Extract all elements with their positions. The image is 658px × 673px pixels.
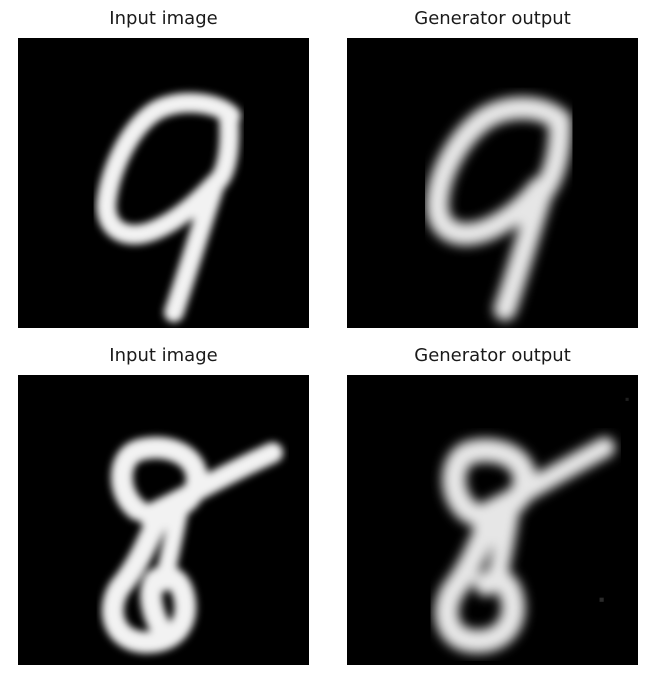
panel-input-9: Input image [18,8,309,328]
digit-9-input-image [18,38,309,328]
digit-9-input-svg [96,93,241,323]
digit-connector [485,501,520,593]
panel-title: Generator output [414,8,571,29]
panel-title: Input image [109,8,218,29]
panel-output-9: Generator output [347,8,638,328]
panel-title: Generator output [414,345,571,366]
digit-stroke [425,96,572,321]
noise-speck [625,397,629,401]
digit-diagonal [137,442,284,526]
digit-connector [154,500,189,592]
digit-stroke [96,93,241,323]
digit-8-output-image [347,375,638,665]
panel-output-8: Generator output [347,345,638,665]
panel-input-8: Input image [18,345,309,665]
digit-lower-loop [434,508,526,654]
digit-9-output-image [347,38,638,328]
digit-8-input-svg [102,436,284,654]
panel-title: Input image [109,345,218,366]
noise-speck [599,597,604,602]
digit-8-input-image [18,375,309,665]
digit-9-output-svg [425,96,572,321]
digit-8-output-svg [434,397,629,654]
